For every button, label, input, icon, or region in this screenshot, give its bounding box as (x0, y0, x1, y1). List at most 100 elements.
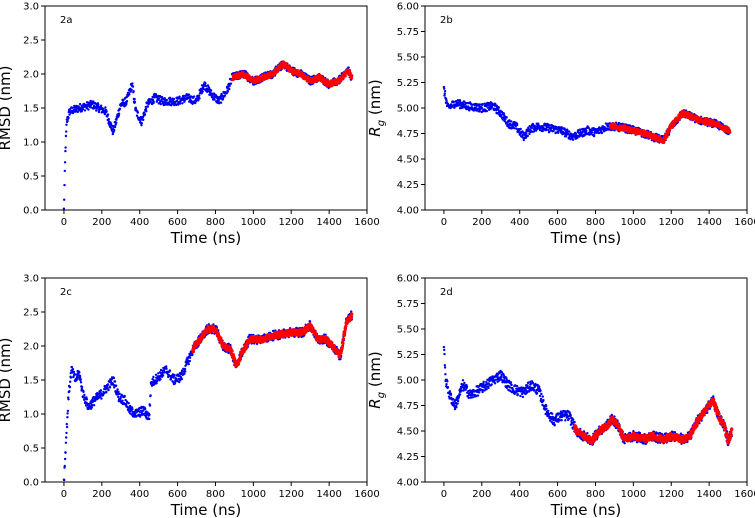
data-point-selected (341, 337, 346, 341)
data-point (537, 122, 540, 125)
data-point (66, 412, 69, 415)
data-point (106, 113, 110, 116)
data-point (178, 102, 182, 105)
data-point (187, 93, 191, 96)
data-point (172, 97, 176, 101)
data-point (100, 104, 103, 107)
y-tick-label: 3.0 (23, 2, 39, 13)
y-tick-label: 4.25 (397, 180, 419, 191)
y-axis-label: Rg (nm) (366, 79, 387, 136)
series-selected-window (231, 60, 354, 88)
data-point (79, 378, 82, 381)
data-point (148, 404, 152, 407)
data-point (148, 413, 151, 416)
data-point (181, 102, 184, 105)
data-point (593, 133, 596, 137)
data-point (555, 125, 558, 129)
data-point (541, 129, 544, 133)
data-point (92, 404, 96, 407)
y-tick-label: 2.5 (23, 308, 39, 319)
data-point (183, 372, 186, 375)
x-tick-label: 1000 (241, 217, 266, 228)
x-tick-label: 1000 (241, 489, 266, 500)
panel-label: 2c (60, 287, 72, 298)
data-point (117, 395, 120, 399)
data-point (545, 404, 548, 408)
data-point (443, 348, 446, 352)
data-point (532, 389, 536, 392)
data-point (545, 407, 548, 410)
data-point (152, 375, 155, 379)
data-point (145, 110, 148, 113)
data-point (197, 99, 200, 102)
data-point (519, 127, 522, 131)
y-tick-label: 1.5 (23, 104, 39, 115)
data-point (542, 398, 545, 402)
data-point (162, 103, 166, 107)
data-point (111, 127, 115, 130)
data-point-selected (340, 345, 344, 349)
data-point (173, 382, 177, 385)
data-point (213, 98, 216, 101)
data-point (446, 386, 450, 389)
data-point (198, 97, 201, 100)
data-point (85, 398, 89, 401)
data-point (198, 94, 201, 97)
y-tick-label: 0.0 (23, 478, 39, 489)
data-point (159, 102, 162, 106)
data-point (458, 393, 462, 396)
x-tick-label: 200 (472, 217, 491, 228)
x-tick-label: 800 (586, 217, 605, 228)
data-point (71, 368, 75, 371)
data-point (184, 370, 187, 373)
data-point (69, 376, 73, 379)
data-point (157, 94, 160, 98)
data-point (136, 111, 139, 114)
data-point (131, 82, 134, 85)
data-point (146, 105, 149, 108)
data-point (77, 105, 80, 108)
data-point (209, 89, 213, 92)
data-point (62, 207, 66, 210)
data-point (201, 90, 204, 93)
data-point (87, 108, 90, 111)
data-point-selected (349, 315, 354, 319)
data-point-selected (343, 332, 347, 336)
data-point (65, 436, 68, 439)
data-point (443, 87, 446, 91)
panel-2d: 020040060080010001200140016004.004.254.5… (366, 274, 755, 518)
data-point (446, 380, 449, 383)
data-point (445, 383, 448, 386)
y-tick-label: 5.75 (397, 27, 419, 38)
data-point (516, 385, 519, 388)
panel-2c: 0 200 400 600 800 1000 1200 1400 16000.00.51.01.… (0, 274, 380, 518)
data-point (133, 101, 137, 104)
data-point-selected (338, 355, 342, 359)
data-point (113, 380, 117, 383)
data-point (161, 374, 165, 377)
series-full-trajectory (62, 60, 353, 210)
data-point (82, 390, 85, 394)
data-point (68, 113, 71, 116)
y-tick-label: 5.00 (397, 104, 419, 115)
data-point (131, 85, 135, 88)
data-point (71, 106, 74, 110)
data-point (521, 395, 525, 399)
data-point (585, 129, 588, 132)
data-point (531, 381, 535, 384)
data-point (114, 123, 117, 126)
data-point (64, 146, 67, 149)
data-point (173, 373, 176, 377)
data-point (476, 394, 480, 397)
data-point (487, 386, 490, 390)
data-point (83, 109, 87, 112)
y-tick-label: 2.0 (23, 342, 39, 353)
data-point (510, 120, 513, 123)
data-point (154, 93, 158, 96)
data-point (125, 102, 128, 106)
data-point (105, 110, 108, 113)
y-tick-label: 2.0 (23, 70, 39, 81)
x-tick-label: 400 (130, 217, 149, 228)
x-tick-label: 1200 (279, 217, 304, 228)
data-point (228, 84, 231, 88)
